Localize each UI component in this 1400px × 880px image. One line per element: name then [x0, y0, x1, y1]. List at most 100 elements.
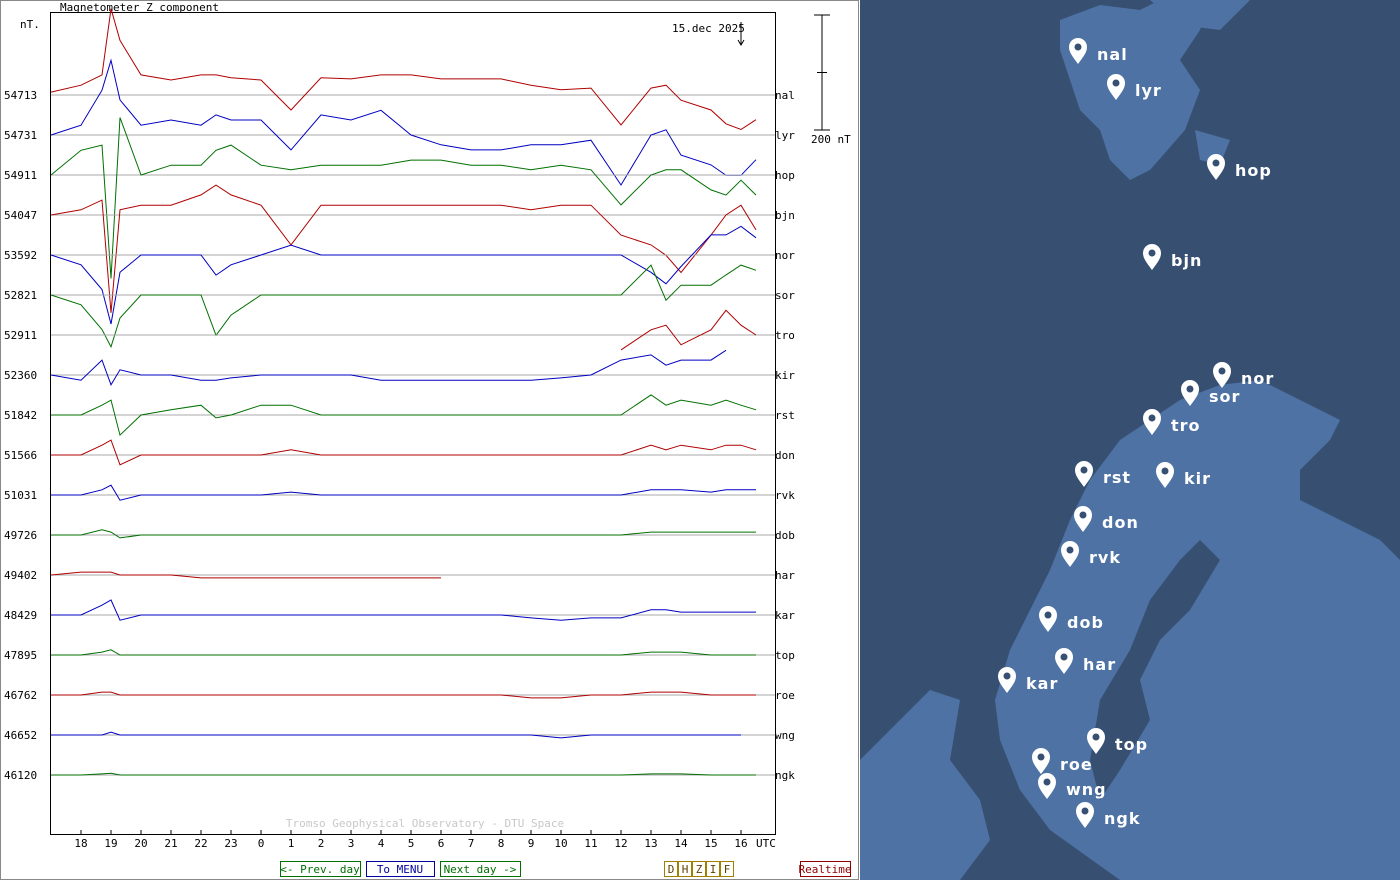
map-pin[interactable] [1207, 154, 1225, 180]
pin-hole [1218, 367, 1226, 375]
station-label: wng [775, 729, 795, 742]
trace [51, 439, 757, 466]
map-pin[interactable] [1107, 74, 1125, 100]
x-tick-label: 22 [194, 837, 207, 850]
map-station-label: dob [1067, 613, 1104, 632]
component-label[interactable]: Z [696, 863, 703, 876]
scale-bar-label: 200 nT [811, 133, 851, 146]
pin-shape [998, 667, 1016, 693]
baseline-value: 46762 [4, 689, 37, 702]
baseline-value: 49726 [4, 529, 37, 542]
map-pin[interactable] [1074, 506, 1092, 532]
baseline-value: 51842 [4, 409, 37, 422]
pin-shape [1061, 541, 1079, 567]
station-label: rvk [775, 489, 795, 502]
pin-shape [1087, 728, 1105, 754]
trace [50, 264, 757, 349]
map-pin[interactable] [1181, 380, 1199, 406]
station-label: nor [775, 249, 795, 262]
baseline-value: 54911 [4, 169, 37, 182]
trace [51, 649, 756, 656]
map-station-label: nal [1097, 45, 1128, 64]
x-tick-label: 9 [528, 837, 535, 850]
prev-day-button[interactable] [280, 861, 361, 877]
component-label[interactable]: H [682, 863, 689, 876]
map-pin[interactable] [1061, 541, 1079, 567]
map-pin[interactable] [1213, 362, 1231, 388]
map-pin[interactable] [1156, 462, 1174, 488]
map-pin[interactable] [1039, 606, 1057, 632]
station-label: sor [775, 289, 795, 302]
x-tick-label: 18 [74, 837, 87, 850]
component-label[interactable]: I [710, 863, 717, 876]
x-tick-label: 20 [134, 837, 147, 850]
date-arrow [737, 22, 745, 46]
x-tick-label: 1 [288, 837, 295, 850]
baseline-value: 53592 [4, 249, 37, 262]
component-button[interactable] [692, 861, 706, 877]
next-day-button[interactable] [440, 861, 521, 877]
chart-title: Magnetometer Z component [60, 1, 219, 14]
menu-button[interactable] [366, 861, 435, 877]
x-tick-label: 3 [348, 837, 355, 850]
map-pin[interactable] [1075, 461, 1093, 487]
component-button[interactable] [706, 861, 720, 877]
pin-hole [1080, 466, 1088, 474]
x-tick-label: 8 [498, 837, 505, 850]
realtime-button[interactable] [800, 861, 851, 877]
station-label: lyr [775, 129, 795, 142]
pin-shape [1181, 380, 1199, 406]
map-station-label: roe [1060, 755, 1093, 774]
baseline-value: 54731 [4, 129, 37, 142]
map-pin[interactable] [998, 667, 1016, 693]
x-tick-label: 11 [584, 837, 597, 850]
map-pin[interactable] [1087, 728, 1105, 754]
station-label: don [775, 449, 795, 462]
x-tick-label: 6 [438, 837, 445, 850]
map-station-label: nor [1241, 369, 1274, 388]
map-pin[interactable] [1032, 748, 1050, 774]
map-station-label: ngk [1104, 809, 1140, 828]
pin-hole [1148, 414, 1156, 422]
pin-hole [1079, 511, 1087, 519]
trace [50, 184, 757, 313]
x-tick-label: 7 [468, 837, 475, 850]
map-station-label: bjn [1171, 251, 1202, 270]
component-button[interactable] [678, 861, 692, 877]
plot-panel [0, 0, 859, 880]
component-button[interactable] [720, 861, 734, 877]
credit: Tromso Geophysical Observatory - DTU Spa… [286, 817, 564, 830]
date: 15.dec 2025 [672, 22, 745, 35]
map-station-label: sor [1209, 387, 1240, 406]
menu-label[interactable]: To MENU [377, 863, 423, 876]
baseline-value: 51031 [4, 489, 37, 502]
map-pin[interactable] [1076, 802, 1094, 828]
prev-day-label[interactable]: <- Prev. day [280, 863, 360, 876]
trace [51, 529, 756, 539]
map-pin[interactable] [1055, 648, 1073, 674]
x-tick-label: 14 [674, 837, 688, 850]
pin-shape [1143, 409, 1161, 435]
next-day-label[interactable]: Next day -> [444, 863, 517, 876]
pin-hole [1044, 611, 1052, 619]
map-pin[interactable] [1143, 409, 1161, 435]
component-label[interactable]: F [724, 863, 731, 876]
map-pin[interactable] [1069, 38, 1087, 64]
station-label: bjn [775, 209, 795, 222]
baseline-value: 52360 [4, 369, 37, 382]
component-button[interactable] [664, 861, 678, 877]
component-label[interactable]: D [668, 863, 675, 876]
pin-hole [1081, 807, 1089, 815]
pin-shape [1074, 506, 1092, 532]
trace [50, 349, 727, 386]
pin-shape [1075, 461, 1093, 487]
pin-shape [1207, 154, 1225, 180]
map-pin[interactable] [1038, 773, 1056, 799]
pin-shape [1143, 244, 1161, 270]
map-pin[interactable] [1143, 244, 1161, 270]
station-label: top [775, 649, 795, 662]
map-station-label: lyr [1135, 81, 1162, 100]
realtime-label[interactable]: Realtime [799, 863, 852, 876]
